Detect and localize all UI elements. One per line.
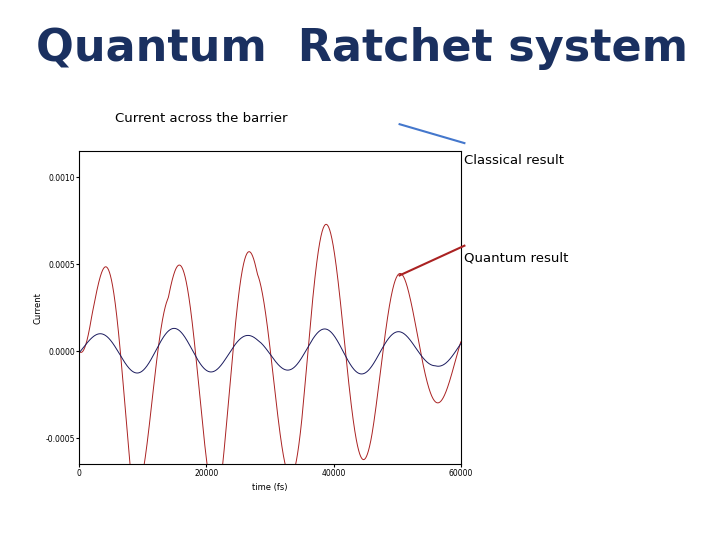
Text: Quantum result: Quantum result [464,251,569,264]
Text: Quantum  Ratchet system: Quantum Ratchet system [36,27,688,70]
Y-axis label: Current: Current [34,292,42,324]
Text: Classical result: Classical result [464,154,564,167]
Text: Current across the barrier: Current across the barrier [115,111,288,125]
X-axis label: time (fs): time (fs) [252,483,288,492]
